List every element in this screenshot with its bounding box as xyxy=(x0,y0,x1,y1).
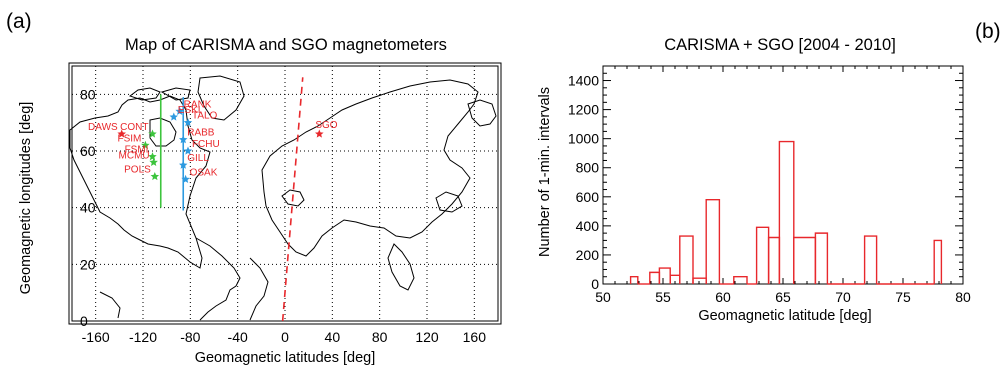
hist-ylabel: Number of 1-min. intervals xyxy=(537,87,553,257)
histogram-bin xyxy=(933,239,943,284)
station-star-marker xyxy=(169,112,178,121)
hist-y-tick-label: 0 xyxy=(591,276,599,292)
station-label: FCHU xyxy=(192,139,220,150)
hist-x-tick-label: 65 xyxy=(775,289,791,305)
map-title: Map of CARISMA and SGO magnetometers xyxy=(125,36,447,54)
hist-title: CARISMA + SGO [2004 - 2010] xyxy=(664,36,896,54)
hist-x-tick-label: 60 xyxy=(715,289,731,305)
map-panel: Map of CARISMA and SGO magnetometers Geo… xyxy=(18,36,502,366)
hist-x-tick-label: 70 xyxy=(835,289,851,305)
station-label: FSIM xyxy=(117,133,141,144)
station-star-marker xyxy=(315,129,324,138)
coastlines xyxy=(69,75,497,321)
station-label: CONT xyxy=(120,122,148,133)
panel-label-b: (b) xyxy=(975,20,1001,43)
hist-y-tick-label: 1000 xyxy=(568,131,599,147)
map-x-tick-label: 120 xyxy=(415,329,439,345)
panel-label-a: (a) xyxy=(6,10,32,33)
histogram-bin xyxy=(658,267,671,284)
hist-x-tick-label: 75 xyxy=(895,289,911,305)
histogram-bin xyxy=(863,235,878,284)
meridian-red-dashed-line xyxy=(281,77,304,322)
station-star-marker xyxy=(149,157,158,166)
map-y-tick-label: 40 xyxy=(80,200,96,216)
map-x-tick-label: 80 xyxy=(372,329,388,345)
hist-frame xyxy=(602,65,964,285)
station-star-marker xyxy=(148,152,157,161)
histogram-bin xyxy=(767,236,781,284)
histogram-bin xyxy=(629,276,639,284)
station-label: SGO xyxy=(315,120,337,131)
map-x-tick-label: 160 xyxy=(463,329,487,345)
histogram-bin xyxy=(793,236,817,284)
station-star-marker xyxy=(175,106,184,115)
station-star-marker xyxy=(179,135,188,144)
map-x-tick-label: -160 xyxy=(82,329,110,345)
station-label: ESKI xyxy=(178,105,201,116)
hist-y-tick-label: 200 xyxy=(576,247,600,263)
map-x-tick-label: -40 xyxy=(228,329,248,345)
hist-y-tick-label: 1200 xyxy=(568,102,599,118)
map-ylabel: Geomagnetic longitudes [deg] xyxy=(18,102,34,295)
station-star-marker xyxy=(183,146,193,155)
hist-y-tick-label: 600 xyxy=(576,189,600,205)
hist-xlabel: Geomagnetic latitude [deg] xyxy=(698,308,871,324)
station-star-marker xyxy=(183,118,193,127)
map-x-tick-label: 0 xyxy=(281,329,289,345)
station-star-marker xyxy=(117,129,126,138)
histogram-bin xyxy=(778,140,795,284)
station-label: TALO xyxy=(192,111,218,122)
map-grid xyxy=(72,66,498,322)
station-label: OSAK xyxy=(190,167,218,178)
station-label: GILL xyxy=(187,153,209,164)
histogram-bin xyxy=(733,276,748,284)
histogram-bin xyxy=(705,199,721,284)
map-y-tick-label: 0 xyxy=(80,313,88,329)
hist-bins xyxy=(629,140,943,285)
station-star-marker xyxy=(150,172,160,181)
map-y-tick-label: 20 xyxy=(80,256,96,272)
hist-x-tick-label: 55 xyxy=(655,289,671,305)
map-x-tick-label: 40 xyxy=(325,329,341,345)
station-label: FSMI xyxy=(125,145,149,156)
station-label: POLS xyxy=(124,165,151,176)
station-star-marker xyxy=(179,160,188,169)
map-x-tick-label: -120 xyxy=(129,329,157,345)
hist-y-tick-label: 1400 xyxy=(568,73,599,89)
map-outer-frame xyxy=(68,62,502,325)
hist-x-tick-label: 50 xyxy=(595,289,611,305)
station-star-marker xyxy=(141,140,150,149)
station-star-marker xyxy=(148,129,157,138)
histogram-bin xyxy=(755,226,770,284)
map-tick-labels: -160 -120 -80 -40 0 40 80 120 160 0 20 40 60 80 xyxy=(80,86,486,345)
map-y-tick-label: 80 xyxy=(80,86,96,102)
station-label: RANK xyxy=(184,99,212,110)
hist-y-tick-label: 800 xyxy=(576,160,600,176)
hist-x-tick-label: 80 xyxy=(955,289,971,305)
map-y-tick-label: 60 xyxy=(80,143,96,159)
histogram-bin xyxy=(679,235,694,284)
station-star-marker xyxy=(181,174,190,183)
station-label: MCMU xyxy=(119,150,150,161)
map-xlabel: Geomagnetic latitudes [deg] xyxy=(195,350,376,366)
meridian-lines xyxy=(159,77,304,322)
histogram-panel: CARISMA + SGO [2004 - 2010] Geomagnetic … xyxy=(537,36,971,324)
station-label: RABB xyxy=(187,128,215,139)
hist-y-tick-label: 400 xyxy=(576,218,600,234)
histogram-bin xyxy=(692,277,707,284)
histogram-bin xyxy=(814,232,829,284)
station-label: DAWS xyxy=(88,122,118,133)
map-x-tick-label: -80 xyxy=(180,329,200,345)
